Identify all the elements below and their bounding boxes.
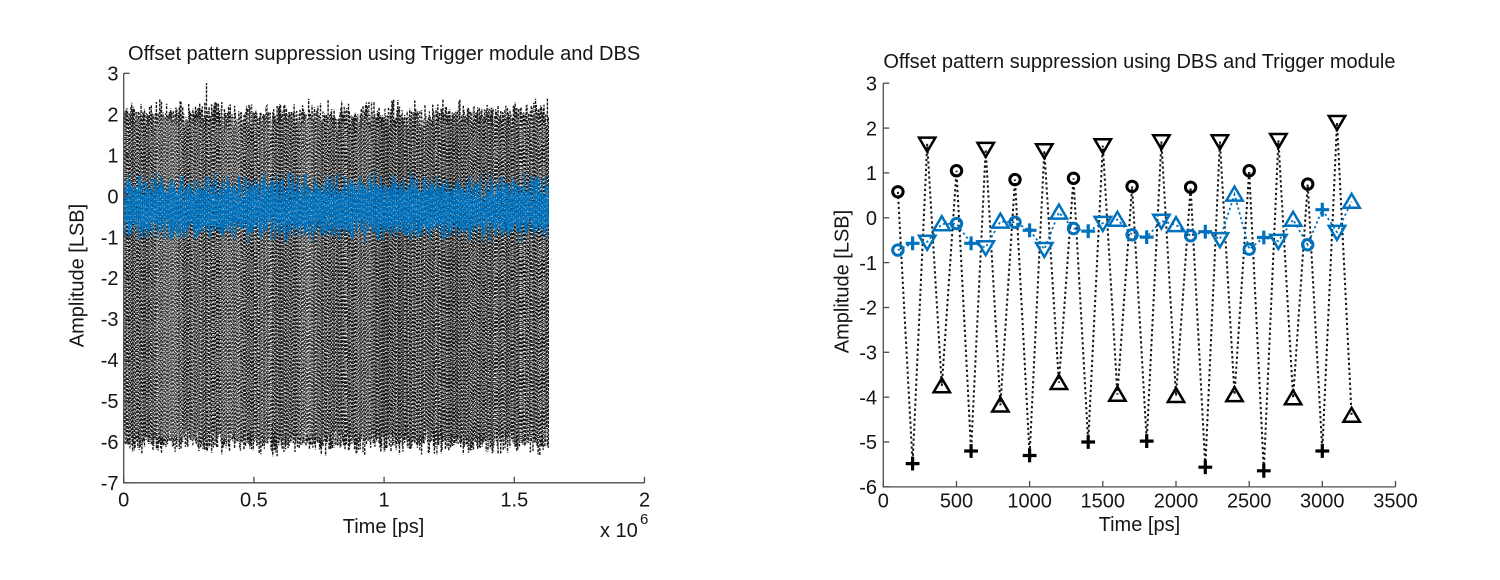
svg-text:0.5: 0.5 bbox=[240, 490, 268, 512]
svg-text:3: 3 bbox=[866, 73, 877, 95]
svg-text:1: 1 bbox=[379, 490, 390, 512]
svg-text:-6: -6 bbox=[859, 477, 877, 499]
svg-text:1500: 1500 bbox=[1081, 491, 1126, 513]
svg-text:2: 2 bbox=[639, 490, 650, 512]
svg-text:-4: -4 bbox=[101, 350, 119, 372]
svg-text:x 10: x 10 bbox=[600, 520, 638, 542]
svg-text:1: 1 bbox=[866, 163, 877, 185]
svg-text:-5: -5 bbox=[859, 432, 877, 454]
svg-text:0: 0 bbox=[878, 491, 889, 513]
svg-text:1: 1 bbox=[107, 145, 118, 167]
svg-text:3500: 3500 bbox=[1373, 491, 1418, 513]
svg-text:-4: -4 bbox=[859, 387, 877, 409]
svg-text:2: 2 bbox=[107, 105, 118, 127]
svg-text:1.5: 1.5 bbox=[500, 490, 528, 512]
svg-text:0: 0 bbox=[107, 186, 118, 208]
svg-text:-1: -1 bbox=[101, 227, 119, 249]
svg-text:-3: -3 bbox=[101, 309, 119, 331]
svg-text:-2: -2 bbox=[859, 298, 877, 320]
svg-text:3000: 3000 bbox=[1300, 491, 1345, 513]
svg-text:-1: -1 bbox=[859, 253, 877, 275]
svg-text:Offset pattern suppression usi: Offset pattern suppression using DBS and… bbox=[883, 51, 1395, 73]
svg-text:-3: -3 bbox=[859, 343, 877, 365]
svg-text:Amplitude [LSB]: Amplitude [LSB] bbox=[67, 204, 89, 347]
svg-text:1000: 1000 bbox=[1007, 491, 1052, 513]
svg-text:500: 500 bbox=[940, 491, 973, 513]
svg-text:-2: -2 bbox=[101, 268, 119, 290]
svg-text:6: 6 bbox=[640, 511, 648, 528]
svg-text:Time [ps]: Time [ps] bbox=[1099, 514, 1181, 536]
svg-text:2: 2 bbox=[866, 118, 877, 140]
svg-text:3: 3 bbox=[107, 64, 118, 86]
svg-text:0: 0 bbox=[118, 490, 129, 512]
svg-text:2000: 2000 bbox=[1154, 491, 1199, 513]
svg-text:Time [ps]: Time [ps] bbox=[343, 516, 425, 538]
svg-text:2500: 2500 bbox=[1227, 491, 1272, 513]
svg-text:0: 0 bbox=[866, 208, 877, 230]
svg-text:Offset pattern suppression usi: Offset pattern suppression using Trigger… bbox=[128, 43, 640, 65]
svg-text:-7: -7 bbox=[101, 473, 119, 495]
svg-text:-5: -5 bbox=[101, 391, 119, 413]
svg-text:Amplitude [LSB]: Amplitude [LSB] bbox=[832, 210, 854, 353]
svg-text:-6: -6 bbox=[101, 432, 119, 454]
